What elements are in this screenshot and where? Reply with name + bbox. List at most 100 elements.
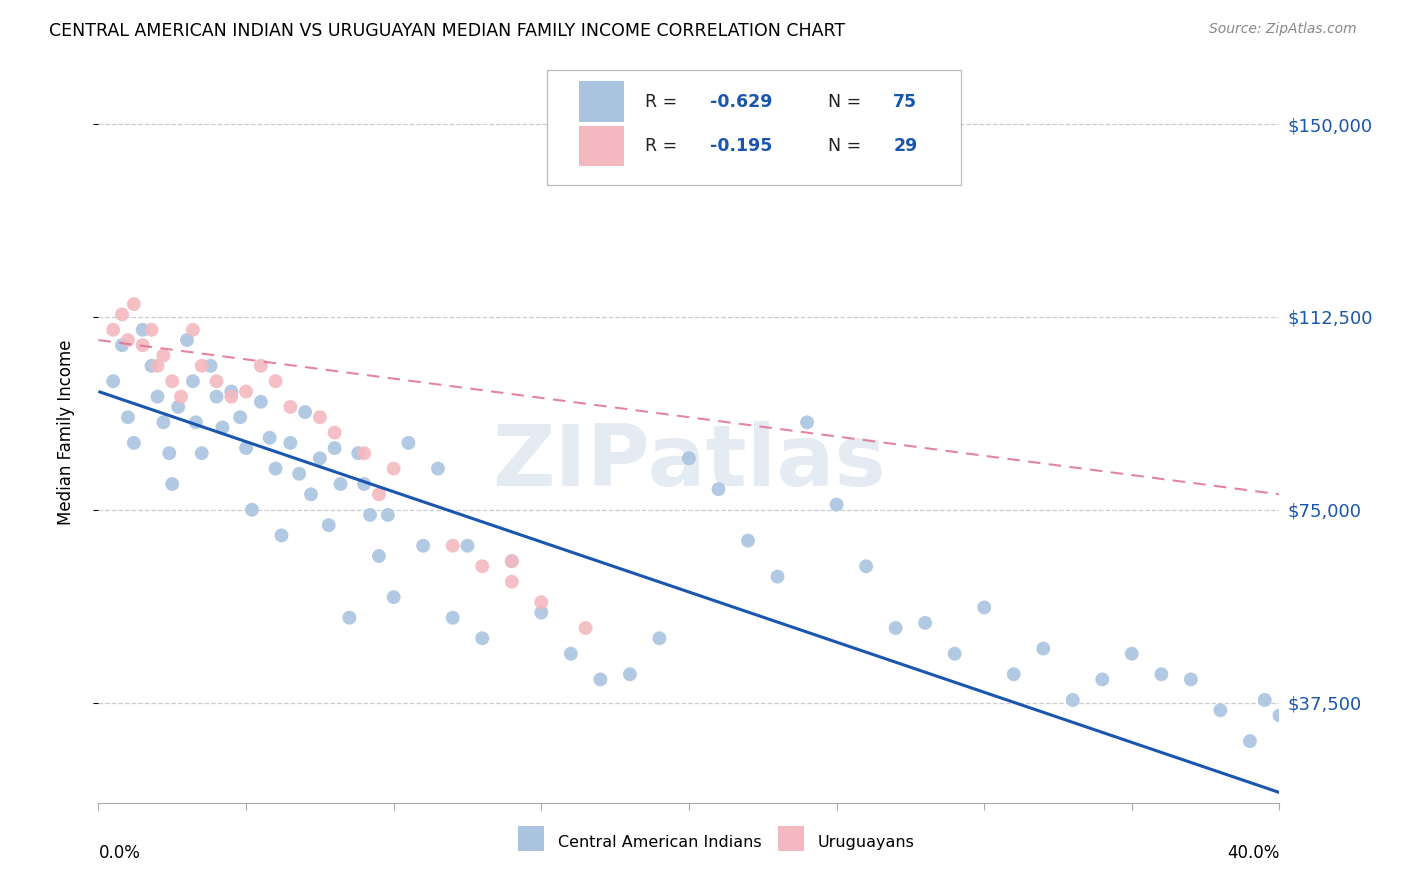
Point	[205, 390, 228, 404]
Point	[530, 595, 553, 609]
Point	[288, 467, 311, 481]
Point	[162, 477, 183, 491]
Point	[339, 610, 361, 624]
Point	[141, 323, 163, 337]
Point	[1239, 734, 1261, 748]
Point	[501, 574, 523, 589]
Point	[619, 667, 641, 681]
Point	[530, 606, 553, 620]
Bar	[778, 827, 803, 851]
Point	[323, 425, 346, 440]
Point	[575, 621, 598, 635]
Point	[280, 400, 302, 414]
Point	[280, 436, 302, 450]
Point	[382, 461, 405, 475]
Point	[200, 359, 222, 373]
Point	[235, 384, 257, 399]
Point	[359, 508, 381, 522]
Text: 29: 29	[893, 137, 918, 155]
Point	[152, 415, 174, 429]
Point	[229, 410, 252, 425]
Point	[648, 632, 671, 646]
Point	[146, 390, 169, 404]
Text: N =: N =	[828, 137, 868, 155]
Text: R =: R =	[645, 137, 683, 155]
Point	[132, 338, 155, 352]
Point	[377, 508, 399, 522]
Text: -0.629: -0.629	[710, 93, 772, 111]
Point	[111, 338, 134, 352]
Point	[270, 528, 292, 542]
Point	[318, 518, 340, 533]
Point	[412, 539, 434, 553]
Point	[1032, 641, 1054, 656]
Point	[103, 374, 125, 388]
Point	[132, 323, 155, 337]
Point	[122, 297, 145, 311]
Point	[250, 394, 273, 409]
Point	[589, 673, 612, 687]
Point	[235, 441, 257, 455]
Point	[353, 446, 375, 460]
Bar	[517, 827, 544, 851]
Point	[240, 502, 263, 516]
Point	[1180, 673, 1202, 687]
Point	[221, 384, 243, 399]
Point	[117, 333, 139, 347]
Text: ZIPatlas: ZIPatlas	[492, 421, 886, 504]
Point	[973, 600, 995, 615]
Point	[1002, 667, 1025, 681]
Point	[309, 410, 332, 425]
Point	[943, 647, 966, 661]
Point	[441, 539, 464, 553]
Text: Uruguayans: Uruguayans	[818, 835, 914, 849]
Point	[329, 477, 352, 491]
Point	[294, 405, 316, 419]
Point	[103, 323, 125, 337]
Point	[211, 420, 233, 434]
Text: -0.195: -0.195	[710, 137, 772, 155]
Point	[1121, 647, 1143, 661]
Point	[796, 415, 818, 429]
Point	[1150, 667, 1173, 681]
Y-axis label: Median Family Income: Median Family Income	[56, 340, 75, 525]
Point	[427, 461, 450, 475]
Point	[347, 446, 370, 460]
Bar	[579, 126, 624, 167]
Point	[560, 647, 582, 661]
Point	[1062, 693, 1084, 707]
Point	[170, 390, 193, 404]
Text: 75: 75	[893, 93, 917, 111]
Point	[855, 559, 877, 574]
Point	[471, 559, 494, 574]
Point	[157, 446, 180, 460]
Point	[191, 446, 214, 460]
Text: 40.0%: 40.0%	[1227, 844, 1279, 862]
Point	[382, 590, 405, 604]
Point	[457, 539, 479, 553]
Point	[141, 359, 163, 373]
Bar	[579, 81, 624, 122]
FancyBboxPatch shape	[547, 70, 960, 185]
Text: N =: N =	[828, 93, 868, 111]
Point	[122, 436, 145, 450]
Point	[884, 621, 907, 635]
Point	[501, 554, 523, 568]
Text: Source: ZipAtlas.com: Source: ZipAtlas.com	[1209, 22, 1357, 37]
Point	[398, 436, 420, 450]
Point	[264, 461, 287, 475]
Point	[167, 400, 190, 414]
Point	[1209, 703, 1232, 717]
Point	[221, 390, 243, 404]
Point	[914, 615, 936, 630]
Point	[181, 374, 204, 388]
Point	[368, 549, 391, 563]
Point	[707, 482, 730, 496]
Point	[299, 487, 322, 501]
Point	[678, 451, 700, 466]
Point	[323, 441, 346, 455]
Text: Central American Indians: Central American Indians	[558, 835, 762, 849]
Point	[766, 569, 789, 583]
Point	[205, 374, 228, 388]
Point	[501, 554, 523, 568]
